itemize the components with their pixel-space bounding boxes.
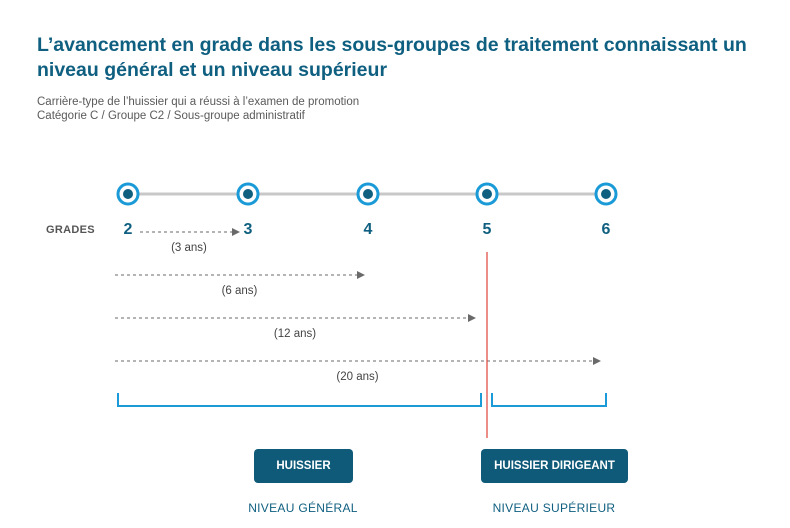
subtitle: Carrière-type de l’huissier qui a réussi… bbox=[37, 95, 359, 123]
subtitle-line-1: Carrière-type de l’huissier qui a réussi… bbox=[37, 96, 360, 108]
grade-node-4 bbox=[356, 182, 380, 206]
huissier-button[interactable]: HUISSIER bbox=[254, 449, 353, 483]
huissier-dirigeant-button[interactable]: HUISSIER DIRIGEANT bbox=[481, 449, 628, 483]
grade-number-3: 3 bbox=[243, 221, 253, 238]
duration-label-2-to-5: (12 ans) bbox=[273, 328, 317, 340]
grade-node-5 bbox=[475, 182, 499, 206]
grade-node-3 bbox=[236, 182, 260, 206]
duration-label-2-to-3: (3 ans) bbox=[171, 242, 207, 254]
subtitle-line-2: Catégorie C / Groupe C2 / Sous-groupe ad… bbox=[37, 110, 305, 122]
grade-number-5: 5 bbox=[482, 221, 492, 238]
duration-label-2-to-4: (6 ans) bbox=[221, 285, 258, 297]
bracket-niveau-general bbox=[117, 393, 482, 407]
grade-number-2: 2 bbox=[123, 221, 133, 238]
grade-number-4: 4 bbox=[363, 221, 373, 238]
grades-label: GRADES bbox=[46, 224, 95, 236]
bracket-niveau-superieur bbox=[491, 393, 607, 407]
niveau-superieur-label: NIVEAU SUPÉRIEUR bbox=[492, 501, 616, 515]
duration-label-2-to-6: (20 ans) bbox=[336, 371, 379, 383]
grade-number-6: 6 bbox=[601, 221, 611, 238]
grade-node-6 bbox=[594, 182, 618, 206]
grade-node-2 bbox=[116, 182, 140, 206]
niveau-general-label: NIVEAU GÉNÉRAL bbox=[248, 501, 358, 515]
page-title: L’avancement en grade dans les sous-grou… bbox=[37, 34, 747, 81]
